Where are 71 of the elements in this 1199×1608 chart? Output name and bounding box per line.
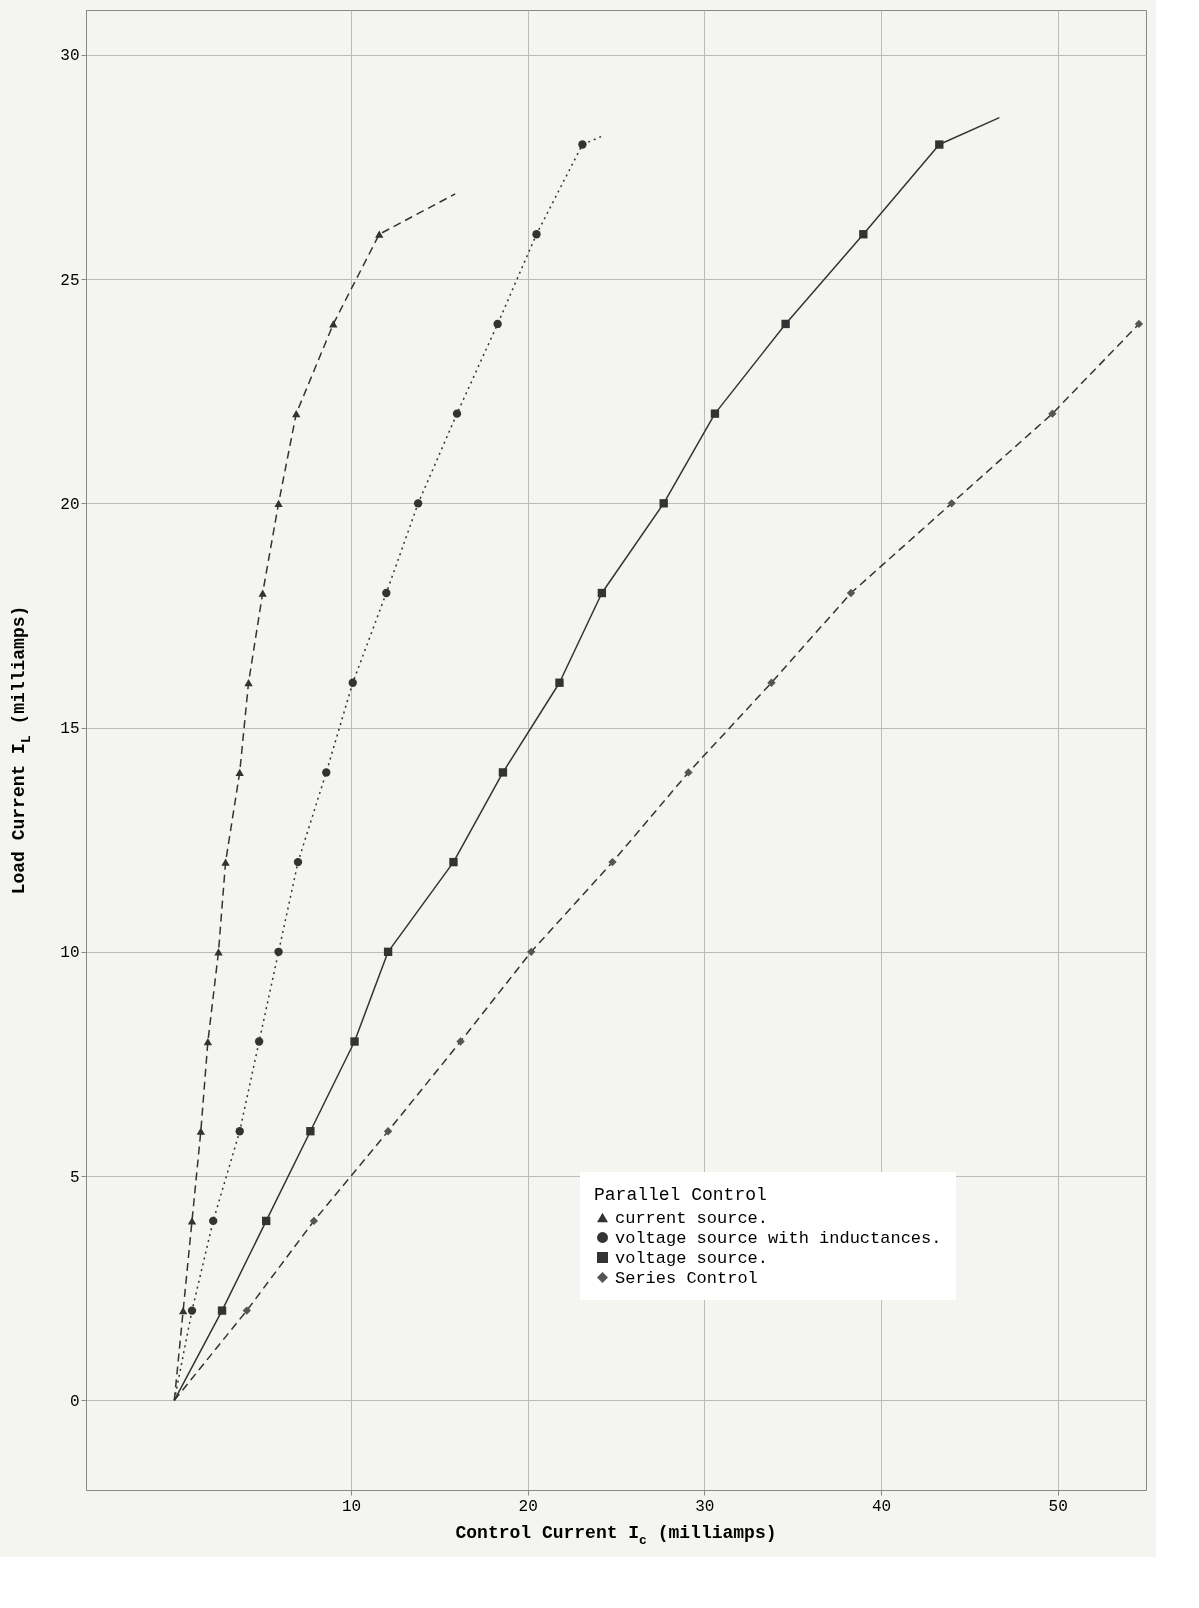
point: [254, 1037, 264, 1046]
point: [767, 678, 776, 687]
point: [493, 319, 502, 329]
x-tick-label: 40: [871, 1497, 892, 1516]
y-tick-label: 15: [60, 720, 80, 739]
point: [710, 409, 720, 418]
point: [214, 948, 223, 956]
point: [375, 230, 384, 238]
point: [235, 768, 244, 777]
point: [527, 947, 536, 956]
point: [859, 230, 868, 239]
point: [578, 140, 587, 149]
point: [684, 768, 693, 777]
point: [382, 588, 391, 598]
y-tick-label: 10: [60, 944, 80, 963]
point: [262, 1216, 271, 1226]
y-axis-title: Load Current IL (milliamps): [9, 605, 34, 895]
point: [178, 1306, 188, 1315]
point: [242, 1306, 251, 1315]
y-tick-label: 30: [60, 47, 80, 66]
point: [187, 1217, 197, 1225]
legend-title: Parallel Control: [594, 1185, 767, 1205]
point: [1048, 409, 1057, 418]
point: [322, 768, 331, 777]
point: [258, 589, 267, 597]
point: [608, 857, 617, 867]
x-tick-label: 10: [341, 1497, 362, 1516]
point: [452, 409, 462, 418]
point: [235, 1127, 244, 1136]
point: [947, 499, 956, 508]
point: [781, 319, 790, 329]
point: [217, 1306, 227, 1315]
point: [209, 1216, 218, 1226]
point: [383, 947, 393, 956]
point: [293, 857, 303, 867]
y-tick-label: 5: [69, 1168, 80, 1187]
point: [456, 1037, 465, 1046]
y-tick-label: 25: [60, 271, 80, 290]
point: [555, 678, 564, 687]
x-tick-label: 50: [1048, 1497, 1068, 1516]
point: [187, 1306, 197, 1315]
legend-label: current source.: [615, 1208, 769, 1228]
point: [846, 588, 856, 598]
point: [935, 140, 944, 149]
point: [221, 858, 230, 866]
point: [383, 1127, 393, 1136]
point: [1134, 319, 1144, 329]
x-tick-label: 30: [695, 1497, 715, 1516]
y-tick-label: 0: [69, 1392, 80, 1411]
point: [274, 499, 283, 507]
point: [498, 768, 508, 777]
legend-label: Series Control: [615, 1268, 758, 1288]
point: [292, 410, 301, 418]
point: [306, 1127, 315, 1136]
point: [274, 947, 283, 956]
y-tick-label: 20: [60, 495, 80, 514]
legend-label: voltage source with inductances.: [615, 1228, 942, 1248]
point: [597, 588, 607, 598]
point: [309, 1216, 319, 1226]
point: [329, 320, 338, 328]
point: [203, 1037, 213, 1046]
point: [413, 499, 423, 508]
point: [350, 1037, 359, 1046]
point: [449, 857, 458, 867]
point: [196, 1127, 206, 1135]
point: [348, 678, 357, 687]
legend-label: voltage source.: [615, 1248, 769, 1268]
point: [532, 230, 541, 239]
point: [659, 499, 668, 508]
point: [244, 679, 253, 687]
x-tick-label: 20: [518, 1497, 538, 1516]
